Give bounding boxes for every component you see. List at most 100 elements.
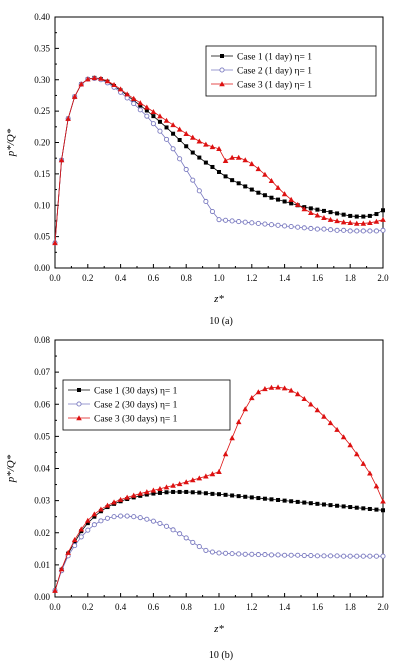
data-point xyxy=(78,81,85,87)
data-point xyxy=(321,208,326,213)
data-point xyxy=(242,157,249,163)
legend-box xyxy=(205,45,377,97)
data-point xyxy=(229,435,235,441)
data-point xyxy=(281,385,288,391)
data-point xyxy=(85,527,91,533)
data-point xyxy=(360,553,366,559)
data-point xyxy=(111,499,117,505)
data-point xyxy=(216,145,222,152)
data-point xyxy=(144,113,150,119)
data-point xyxy=(150,518,156,524)
legend-entry: Case 3 (30 days) η= 1 xyxy=(94,414,178,425)
data-point xyxy=(184,489,189,494)
data-point xyxy=(380,498,386,504)
data-point xyxy=(131,514,137,520)
data-point xyxy=(170,482,176,488)
data-point xyxy=(380,216,386,222)
data-point xyxy=(184,144,189,149)
x-tick-label: 1.8 xyxy=(345,273,357,283)
data-point xyxy=(117,496,124,502)
data-point xyxy=(217,492,221,497)
data-point xyxy=(374,507,379,512)
series-3 xyxy=(52,384,386,593)
data-point xyxy=(308,209,314,216)
x-tick-label: 0.8 xyxy=(181,602,193,612)
data-point xyxy=(72,543,78,549)
data-point xyxy=(288,224,294,230)
data-point xyxy=(85,517,91,523)
data-point xyxy=(144,104,150,110)
data-point xyxy=(124,494,130,500)
x-tick-label: 0.0 xyxy=(49,602,61,612)
data-point xyxy=(294,201,301,207)
data-point xyxy=(301,395,308,402)
data-point xyxy=(52,240,58,246)
series-1 xyxy=(53,489,385,593)
data-point xyxy=(177,156,183,162)
data-point xyxy=(203,160,208,165)
data-point xyxy=(209,208,215,215)
series-2 xyxy=(52,513,386,594)
data-point xyxy=(255,389,262,395)
data-point xyxy=(78,534,84,540)
data-point xyxy=(104,502,111,508)
data-point xyxy=(367,220,373,226)
data-point xyxy=(163,523,170,529)
y-tick-label: 0.06 xyxy=(34,399,50,409)
data-point xyxy=(177,137,182,142)
data-point xyxy=(354,553,360,559)
data-point xyxy=(124,513,130,519)
data-point xyxy=(197,490,202,495)
data-point xyxy=(163,484,170,490)
data-point xyxy=(354,228,360,234)
data-point xyxy=(183,166,189,173)
data-point xyxy=(262,171,268,177)
data-point xyxy=(347,220,353,226)
data-point xyxy=(361,506,366,511)
data-point xyxy=(235,419,242,425)
data-point xyxy=(262,552,268,558)
data-point xyxy=(353,451,360,457)
data-point xyxy=(223,174,228,179)
data-point xyxy=(209,144,216,150)
data-point xyxy=(308,553,314,559)
data-point xyxy=(360,220,367,226)
data-point xyxy=(256,496,261,501)
data-point xyxy=(190,490,195,495)
data-point xyxy=(236,219,242,225)
data-point xyxy=(209,549,215,555)
data-point xyxy=(131,101,137,107)
data-point xyxy=(72,540,77,545)
y-tick-label: 0.05 xyxy=(34,232,50,242)
data-point xyxy=(314,212,321,218)
legend-swatch-marker xyxy=(77,388,81,392)
data-point xyxy=(196,138,203,144)
y-tick-label: 0.07 xyxy=(34,367,50,377)
data-point xyxy=(117,86,124,92)
data-point xyxy=(92,514,97,519)
data-point xyxy=(222,157,229,163)
data-point xyxy=(275,384,281,390)
data-point xyxy=(295,552,301,558)
data-point xyxy=(249,395,255,401)
data-point xyxy=(196,475,203,481)
data-point xyxy=(281,191,288,197)
data-point xyxy=(229,218,235,224)
data-point xyxy=(282,199,287,204)
data-point xyxy=(98,75,104,81)
data-point xyxy=(91,511,98,517)
data-point xyxy=(308,225,314,232)
figure-caption: 10 (b) xyxy=(209,650,233,661)
data-point xyxy=(170,146,176,152)
data-point xyxy=(301,553,307,559)
data-point xyxy=(236,551,242,557)
data-point xyxy=(334,227,340,233)
data-point xyxy=(183,535,189,541)
data-point xyxy=(294,391,301,397)
data-point xyxy=(223,492,228,497)
data-point xyxy=(276,497,281,502)
legend-entry: Case 3 (1 day) η= 1 xyxy=(237,80,312,91)
data-point xyxy=(308,401,314,407)
data-point xyxy=(216,550,222,556)
data-point xyxy=(374,212,379,217)
